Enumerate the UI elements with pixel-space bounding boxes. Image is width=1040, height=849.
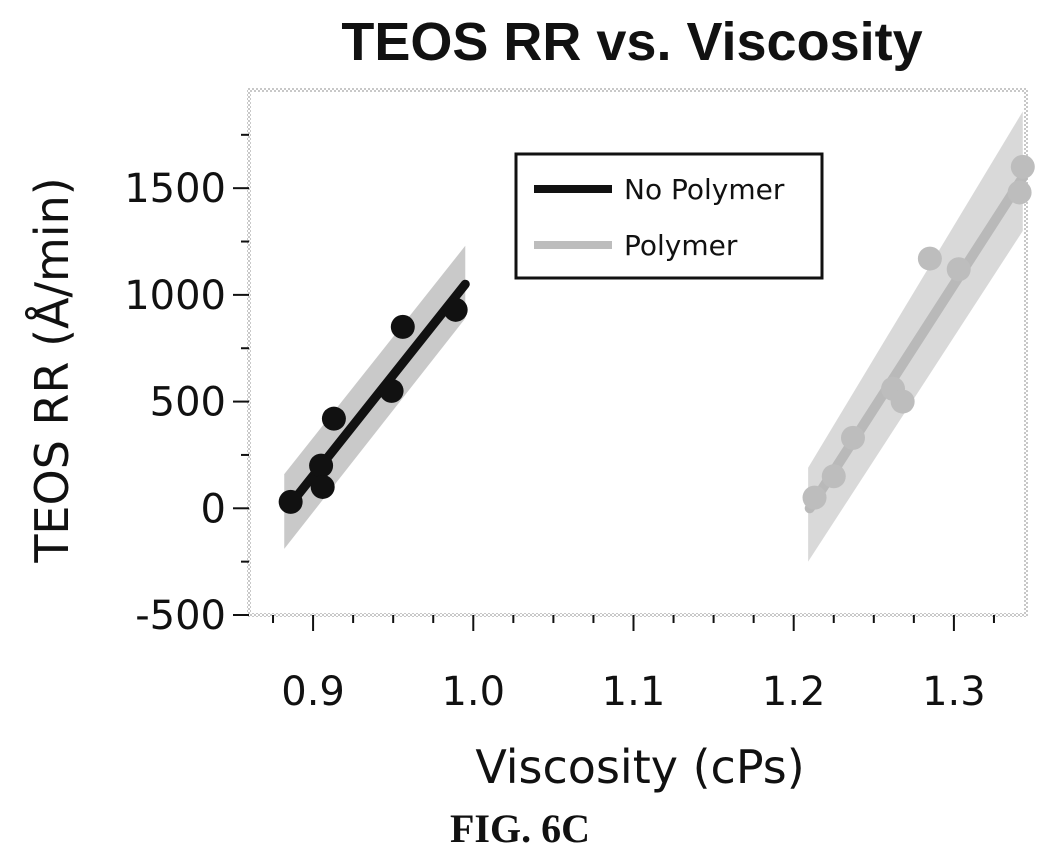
data-point-polymer-5 <box>891 390 915 414</box>
data-point-polymer-8 <box>1008 180 1032 204</box>
data-point-no-polymer-4 <box>322 407 346 431</box>
y-tick-label-1000: 1000 <box>124 273 226 319</box>
y-tick-label--500: -500 <box>135 593 226 639</box>
data-point-no-polymer-3 <box>311 475 335 499</box>
data-point-polymer-6 <box>918 247 942 271</box>
legend-label-polymer: Polymer <box>624 229 738 262</box>
data-point-polymer-1 <box>803 486 827 510</box>
fit-line-polymer <box>810 178 1023 509</box>
figure-caption: FIG. 6C <box>450 806 590 849</box>
chart-title: TEOS RR vs. Viscosity <box>341 12 922 72</box>
data-point-polymer-9 <box>1011 155 1035 179</box>
data-point-polymer-2 <box>822 464 846 488</box>
data-point-polymer-7 <box>947 257 971 281</box>
y-axis-label: TEOS RR (Å/min) <box>25 177 79 563</box>
data-point-no-polymer-1 <box>279 490 303 514</box>
x-tick-label-1.1: 1.1 <box>602 669 666 715</box>
y-tick-label-500: 500 <box>150 380 226 426</box>
y-tick-label-0: 0 <box>201 486 226 532</box>
x-axis-label: Viscosity (cPs) <box>475 740 804 794</box>
data-point-no-polymer-2 <box>309 454 333 478</box>
x-tick-label-0.9: 0.9 <box>281 669 345 715</box>
x-tick-label-1.0: 1.0 <box>441 669 505 715</box>
legend-label-no-polymer: No Polymer <box>624 173 785 206</box>
x-tick-label-1.3: 1.3 <box>922 669 986 715</box>
data-point-no-polymer-5 <box>380 379 404 403</box>
legend: No Polymer Polymer <box>516 154 822 278</box>
data-point-no-polymer-7 <box>444 298 468 322</box>
data-point-no-polymer-6 <box>391 315 415 339</box>
data-point-polymer-3 <box>841 426 865 450</box>
x-tick-label-1.2: 1.2 <box>762 669 826 715</box>
y-tick-label-1500: 1500 <box>124 166 226 212</box>
x-axis: 0.9 1.0 1.1 1.2 1.3 <box>273 615 994 715</box>
y-axis: -500 0 500 1000 1500 <box>124 135 249 639</box>
